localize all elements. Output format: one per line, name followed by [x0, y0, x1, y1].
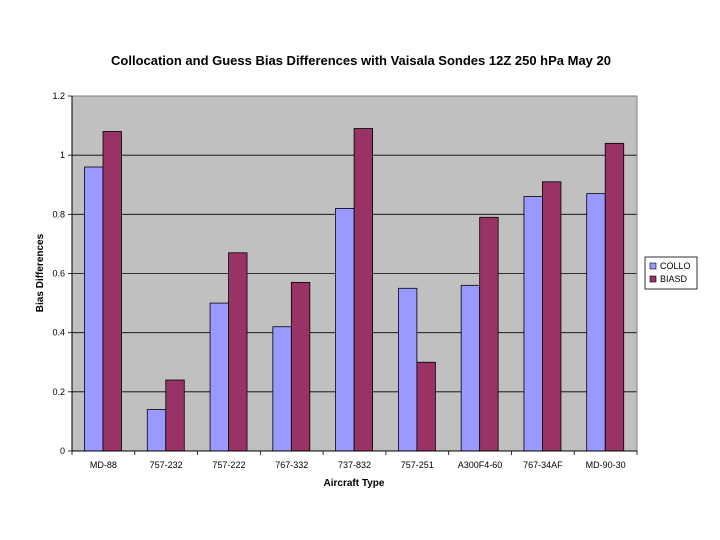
bar-collo-757-251	[397, 287, 418, 452]
bar-biasd-md-90-30	[604, 142, 625, 452]
bar-biasd-767-34af	[542, 181, 562, 452]
bar-biasd-a300f4-60	[479, 216, 499, 452]
legend-box	[644, 256, 698, 290]
x-tick-label: 757-251	[401, 460, 434, 470]
bar-biasd-737-832	[353, 128, 374, 452]
legend-swatch-biasd	[649, 275, 657, 283]
y-tick-label: 0.2	[52, 387, 65, 397]
x-axis-title: Aircraft Type	[324, 478, 385, 489]
y-tick-label: 0.8	[52, 209, 65, 219]
x-tick-label: A300F4-60	[458, 460, 503, 470]
legend-label-biasd: BIASD	[660, 274, 688, 284]
x-tick-label: 757-232	[150, 460, 183, 470]
x-tick-label: 757-222	[212, 460, 245, 470]
x-tick-label: MD-90-30	[586, 460, 626, 470]
legend-label-collo: COLLO	[660, 261, 691, 271]
bar-collo-md-90-30	[586, 193, 606, 452]
x-tick-label: 767-332	[275, 460, 308, 470]
bar-collo-737-832	[335, 208, 355, 452]
x-tick-label: MD-88	[90, 460, 117, 470]
y-tick-label: 0.6	[52, 269, 65, 279]
bar-collo-757-232	[146, 409, 167, 452]
bar-biasd-757-222	[228, 252, 248, 452]
y-tick-label: 1.2	[52, 91, 65, 101]
legend-swatch-collo	[649, 262, 657, 270]
y-axis-title: Bias Differences	[35, 233, 46, 312]
y-tick-label: 0.4	[52, 328, 65, 338]
bar-collo-757-222	[209, 302, 229, 452]
bar-biasd-757-232	[165, 379, 185, 452]
bar-collo-767-34af	[523, 196, 543, 452]
y-tick-label: 0	[60, 446, 65, 456]
bar-collo-767-332	[272, 326, 292, 452]
bar-biasd-757-251	[416, 361, 436, 452]
bar-collo-a300f4-60	[460, 284, 481, 452]
y-tick-label: 1	[60, 150, 65, 160]
bar-collo-md-88	[84, 166, 104, 452]
chart-title: Collocation and Guess Bias Differences w…	[111, 53, 611, 68]
bar-biasd-md-88	[102, 131, 122, 452]
x-tick-label: 767-34AF	[523, 460, 563, 470]
x-tick-label: 737-832	[338, 460, 371, 470]
bar-biasd-767-332	[290, 281, 311, 452]
